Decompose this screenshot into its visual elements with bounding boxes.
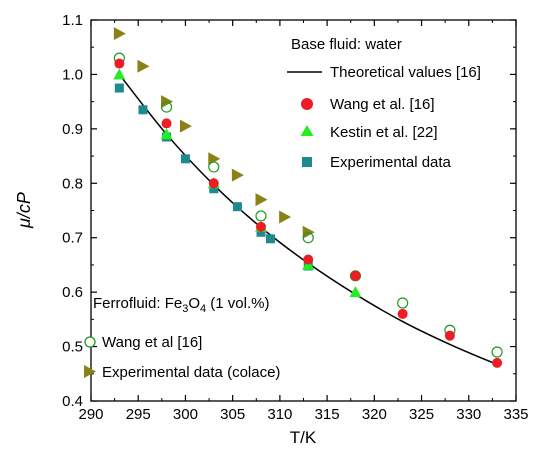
data-point-circle-filled — [161, 118, 172, 129]
legend-wang-ferro-marker — [84, 336, 96, 348]
legend-experimental-label: Experimental data — [330, 154, 452, 171]
data-point-square — [138, 105, 148, 115]
data-point-triangle-right — [113, 27, 126, 41]
legend-wang-marker — [301, 98, 313, 110]
legend-wang-label: Wang et al. [16] — [330, 96, 435, 113]
y-tick-label: 0.5 — [62, 339, 83, 356]
data-point-circle-open — [302, 232, 314, 244]
data-point-triangle-right — [179, 119, 192, 133]
data-point-circle-open — [491, 346, 503, 358]
data-point-square — [256, 227, 266, 237]
data-point-circle-filled — [397, 308, 408, 319]
x-tick-label: 325 — [409, 406, 434, 423]
x-tick-label: 305 — [220, 406, 245, 423]
x-tick-label: 300 — [173, 406, 198, 423]
data-point-triangle-up — [349, 286, 362, 298]
x-tick-label: 310 — [267, 406, 292, 423]
data-point-square — [114, 83, 124, 93]
x-tick-label: 320 — [362, 406, 387, 423]
y-tick-label: 0.6 — [62, 284, 83, 301]
data-point-circle-open — [160, 101, 173, 113]
data-point-circle-open — [208, 161, 220, 173]
theory-curve — [118, 73, 498, 366]
data-markers-layer — [113, 27, 503, 368]
data-point-triangle-up — [113, 68, 126, 80]
axis-ticks: 290 295 300 305 310 315 320 325 330 335 0.4 0.5 0.6 0… — [62, 12, 528, 423]
legend-colace-label: Experimental data (colace) — [102, 364, 280, 381]
y-tick-label: 1.1 — [62, 12, 83, 29]
data-point-triangle-right — [137, 59, 150, 73]
data-point-circle-filled — [350, 270, 361, 281]
x-tick-label: 290 — [78, 406, 103, 423]
legend-colace-marker — [84, 365, 96, 378]
data-point-circle-filled — [303, 254, 314, 265]
data-point-circle-filled — [492, 357, 503, 368]
data-point-triangle-right — [255, 193, 268, 207]
x-tick-label: 335 — [503, 406, 528, 423]
data-point-triangle-right — [279, 210, 292, 224]
data-point-square — [180, 154, 190, 164]
x-tick-label: 330 — [456, 406, 481, 423]
legend-theory-label: Theoretical values [16] — [330, 64, 481, 81]
data-point-circle-filled — [444, 330, 455, 341]
data-point-square — [232, 202, 242, 212]
ferrofluid-annotation: Ferrofluid: Fe3O4 (1 vol.%) — [93, 295, 269, 315]
x-tick-label: 295 — [126, 406, 151, 423]
x-tick-label: 315 — [315, 406, 340, 423]
base-fluid-annotation: Base fluid: water — [291, 36, 402, 53]
y-axis-label: μ/cP — [14, 192, 34, 229]
data-point-square — [209, 184, 219, 194]
y-tick-label: 1.0 — [62, 66, 83, 83]
data-point-triangle-right — [231, 168, 244, 182]
y-tick-label: 0.9 — [62, 121, 83, 138]
data-point-circle-filled — [114, 58, 125, 69]
x-axis-label: T/K — [290, 428, 317, 447]
data-point-circle-filled — [208, 178, 219, 189]
theory-curve-layer — [118, 73, 498, 366]
y-tick-label: 0.4 — [62, 393, 83, 410]
data-point-circle-open — [397, 297, 409, 309]
y-tick-label: 0.7 — [62, 230, 83, 247]
data-point-square — [265, 234, 275, 244]
data-point-circle-open — [255, 210, 267, 222]
legend-experimental-marker — [302, 157, 312, 167]
data-point-triangle-up — [160, 128, 173, 140]
legend-wang-ferro-label: Wang et al [16] — [102, 334, 202, 351]
y-tick-label: 0.8 — [62, 175, 83, 192]
legend-kestin-label: Kestin et al. [22] — [330, 124, 438, 141]
data-point-circle-filled — [256, 221, 266, 232]
legend-kestin-marker — [300, 125, 314, 136]
